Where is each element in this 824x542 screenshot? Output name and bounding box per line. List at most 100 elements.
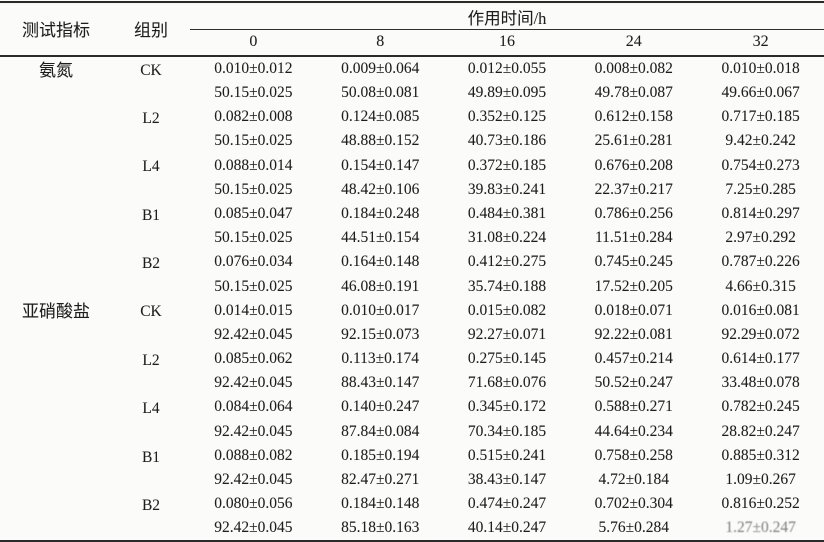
value-cell: 33.48±0.078 [721, 374, 800, 392]
table-row: 92.42±0.045 87.84±0.084 70.34±0.185 44.64±0… [0, 419, 824, 443]
value-cell: 92.29±0.072 [721, 325, 800, 343]
group-cell: L4 [142, 400, 160, 418]
column-header-indicator: 测试指标 [0, 2, 112, 57]
value-cell: 0.372±0.185 [467, 156, 547, 174]
table-row: 50.15±0.025 44.51±0.154 31.08±0.224 11.51±0… [0, 226, 824, 250]
table-row: L2 0.082±0.008 0.124±0.085 0.352±0.125 0.612… [0, 105, 824, 129]
value-cell: 0.275±0.145 [467, 350, 547, 368]
value-cell: 0.612±0.158 [594, 108, 673, 126]
group-cell: L2 [142, 109, 160, 127]
value-cell: 48.42±0.106 [341, 180, 420, 198]
value-cell: 0.082±0.008 [214, 108, 293, 126]
value-cell: 4.72±0.184 [598, 471, 670, 489]
value-cell: 7.25±0.285 [725, 180, 796, 198]
group-cell: B1 [141, 448, 161, 466]
value-cell: 40.14±0.247 [467, 519, 547, 537]
value-cell: 71.68±0.076 [467, 374, 547, 392]
indicator-cell: 氨氮 [39, 60, 73, 80]
value-cell: 50.15±0.025 [214, 180, 293, 198]
value-cell: 49.78±0.087 [594, 84, 673, 102]
value-cell: 0.015±0.082 [467, 301, 547, 319]
value-cell: 87.84±0.084 [341, 422, 420, 440]
value-cell: 50.15±0.025 [214, 132, 293, 150]
table-row: L4 0.084±0.064 0.140±0.247 0.345±0.172 0.588… [0, 395, 824, 419]
value-cell: 0.457±0.214 [594, 350, 673, 368]
table-header: 测试指标 组别 作用时间/h 0 8 16 24 32 [0, 2, 824, 57]
value-cell: 0.345±0.172 [467, 398, 547, 416]
value-cell: 50.08±0.081 [341, 84, 420, 102]
value-cell: 0.088±0.082 [214, 446, 293, 464]
value-cell: 0.614±0.177 [721, 350, 800, 368]
table-row: 92.42±0.045 92.15±0.073 92.27±0.071 92.22±0… [0, 323, 824, 347]
value-cell: 88.43±0.147 [341, 374, 420, 392]
table-row: L4 0.088±0.014 0.154±0.147 0.372±0.185 0.676… [0, 153, 824, 177]
value-cell: 11.51±0.284 [594, 229, 673, 247]
value-cell: 40.73±0.186 [467, 132, 547, 150]
value-cell: 0.676±0.208 [594, 156, 673, 174]
value-cell: 0.352±0.125 [467, 108, 547, 126]
table-row: 92.42±0.045 88.43±0.147 71.68±0.076 50.52±0… [0, 371, 824, 395]
column-header-time-span: 作用时间/h [190, 2, 824, 30]
value-cell: 50.15±0.025 [214, 229, 293, 247]
value-cell: 0.754±0.273 [721, 156, 800, 174]
table-row: 亚硝酸盐 CK 0.014±0.015 0.010±0.017 0.015±0.082 0… [0, 298, 824, 322]
value-cell: 70.34±0.185 [467, 422, 547, 440]
value-cell: 25.61±0.281 [594, 132, 673, 150]
column-header-time-32: 32 [697, 29, 824, 57]
value-cell: 92.22±0.081 [594, 325, 673, 343]
value-cell: 0.745±0.245 [594, 253, 673, 271]
value-cell: 50.15±0.025 [214, 84, 293, 102]
value-cell: 0.164±0.148 [341, 253, 420, 271]
value-cell: 46.08±0.191 [341, 277, 420, 295]
column-header-time-24: 24 [570, 29, 698, 57]
value-cell: 0.787±0.226 [721, 253, 800, 271]
value-cell: 0.014±0.015 [214, 301, 293, 319]
value-cell: 92.27±0.071 [467, 325, 547, 343]
value-cell: 44.51±0.154 [341, 229, 420, 247]
value-cell: 0.010±0.012 [214, 59, 293, 77]
value-cell: 0.786±0.256 [594, 204, 673, 222]
group-cell: L4 [142, 158, 160, 176]
value-cell: 0.816±0.252 [721, 495, 800, 513]
value-cell: 0.140±0.247 [341, 398, 420, 416]
value-cell: 0.184±0.248 [341, 204, 420, 222]
value-cell: 0.010±0.017 [341, 301, 420, 319]
value-cell: 85.18±0.163 [341, 519, 420, 537]
value-cell: 48.88±0.152 [341, 132, 420, 150]
value-cell: 0.085±0.062 [214, 350, 293, 368]
column-header-time-16: 16 [443, 29, 571, 57]
table-row: 50.15±0.025 48.88±0.152 40.73±0.186 25.61±0… [0, 129, 824, 153]
value-cell: 0.885±0.312 [721, 446, 800, 464]
value-cell: 17.52±0.205 [594, 277, 673, 295]
table-row: B2 0.080±0.056 0.184±0.148 0.474±0.247 0.702… [0, 492, 824, 516]
table-row: L2 0.085±0.062 0.113±0.174 0.275±0.145 0.457… [0, 347, 824, 371]
value-cell: 0.474±0.247 [467, 495, 547, 513]
column-header-time-8: 8 [316, 29, 444, 57]
value-cell: 0.010±0.018 [721, 59, 800, 77]
value-cell: 39.83±0.241 [467, 180, 547, 198]
table-row: 50.15±0.025 48.42±0.106 39.83±0.241 22.37±0… [0, 177, 824, 201]
value-cell: 0.588±0.271 [594, 398, 673, 416]
value-cell: 0.009±0.064 [341, 59, 420, 77]
value-cell: 0.184±0.148 [341, 495, 420, 513]
value-cell: 92.42±0.045 [214, 325, 293, 343]
value-cell: 5.76±0.284 [598, 519, 670, 537]
value-cell: 0.076±0.034 [214, 253, 293, 271]
table-row: 92.42±0.045 85.18±0.163 40.14±0.247 5.76±0.… [0, 516, 824, 541]
value-cell: 49.89±0.095 [467, 84, 547, 102]
value-cell: 31.08±0.224 [467, 229, 547, 247]
group-cell: B1 [141, 206, 161, 224]
value-cell: 1.27±0.247 [725, 519, 796, 537]
header-row-timepoints: 0 8 16 24 32 [0, 29, 824, 57]
value-cell: 0.085±0.047 [214, 204, 293, 222]
table-row: 50.15±0.025 46.08±0.191 35.74±0.188 17.52±0… [0, 274, 824, 298]
group-cell: L2 [142, 351, 160, 369]
value-cell: 0.080±0.056 [214, 495, 293, 513]
value-cell: 0.154±0.147 [341, 156, 420, 174]
group-cell: CK [140, 303, 162, 321]
value-cell: 9.42±0.242 [725, 132, 796, 150]
column-header-group: 组别 [112, 2, 190, 57]
value-cell: 0.412±0.275 [467, 253, 547, 271]
